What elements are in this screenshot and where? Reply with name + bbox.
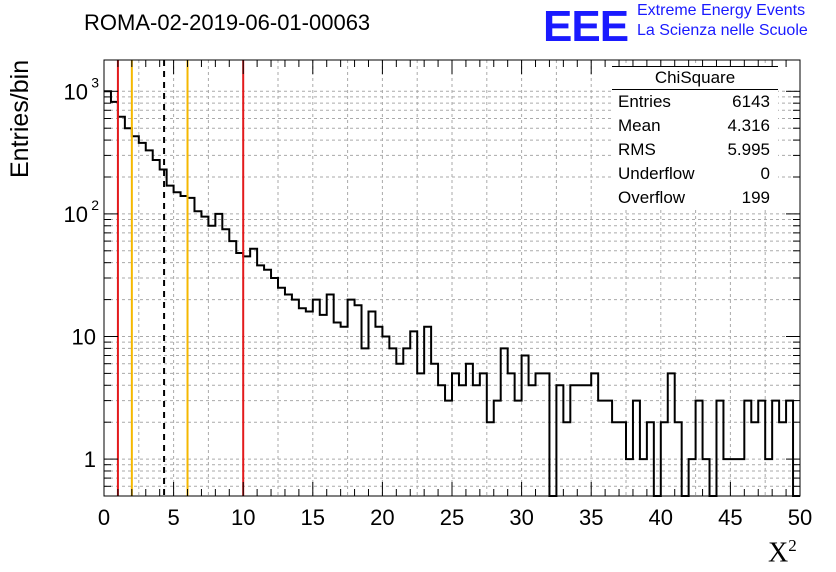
x-axis-label-text: X bbox=[768, 537, 789, 569]
y-tick-label-exponent: 2 bbox=[91, 197, 99, 213]
y-tick-label: 10 bbox=[72, 324, 96, 349]
x-tick-label: 15 bbox=[301, 505, 325, 530]
stats-row-underflow: Underflow 0 bbox=[612, 162, 778, 186]
x-tick-label: 50 bbox=[788, 505, 812, 530]
x-tick-label: 45 bbox=[718, 505, 742, 530]
stats-label: Overflow bbox=[618, 188, 686, 207]
stats-label: Entries bbox=[618, 92, 671, 111]
y-tick-label: 1 bbox=[84, 447, 96, 472]
stats-row-overflow: Overflow 199 bbox=[612, 186, 778, 210]
histogram-series bbox=[104, 90, 800, 497]
x-tick-label: 0 bbox=[98, 505, 110, 530]
stats-value: 6143 bbox=[732, 92, 770, 111]
y-tick-label: 10 bbox=[64, 79, 88, 104]
y-tick-label-exponent: 3 bbox=[91, 74, 99, 90]
x-axis-label-sup: 2 bbox=[788, 536, 797, 555]
stats-label: Mean bbox=[618, 116, 661, 135]
x-tick-label: 20 bbox=[370, 505, 394, 530]
chart-title: ROMA-02-2019-06-01-00063 bbox=[84, 10, 371, 35]
y-tick-label: 10 bbox=[64, 202, 88, 227]
stats-box: ChiSquare Entries 6143 Mean 4.316 RMS 5.… bbox=[612, 66, 778, 210]
x-tick-label: 30 bbox=[509, 505, 533, 530]
logo-subtitle-1: Extreme Energy Events bbox=[637, 2, 806, 19]
stats-title: ChiSquare bbox=[612, 67, 778, 90]
x-tick-label: 40 bbox=[649, 505, 673, 530]
stats-label: Underflow bbox=[618, 164, 695, 183]
x-tick-label: 25 bbox=[440, 505, 464, 530]
x-tick-label: 5 bbox=[167, 505, 179, 530]
stats-row-mean: Mean 4.316 bbox=[612, 114, 778, 138]
stats-value: 5.995 bbox=[727, 140, 770, 159]
stats-value: 4.316 bbox=[727, 116, 770, 135]
stats-row-entries: Entries 6143 bbox=[612, 90, 778, 114]
x-axis-label: X2 bbox=[768, 536, 797, 569]
logo-subtitle-2: La Scienza nelle Scuole bbox=[637, 22, 808, 39]
stats-value: 0 bbox=[760, 164, 770, 183]
x-tick-label: 10 bbox=[231, 505, 255, 530]
x-tick-label: 35 bbox=[579, 505, 603, 530]
stats-value: 199 bbox=[741, 188, 770, 207]
eee-logo: EEE bbox=[543, 2, 629, 51]
stats-label: RMS bbox=[618, 140, 656, 159]
y-axis-label: Entries/bin bbox=[6, 59, 34, 178]
stats-row-rms: RMS 5.995 bbox=[612, 138, 778, 162]
